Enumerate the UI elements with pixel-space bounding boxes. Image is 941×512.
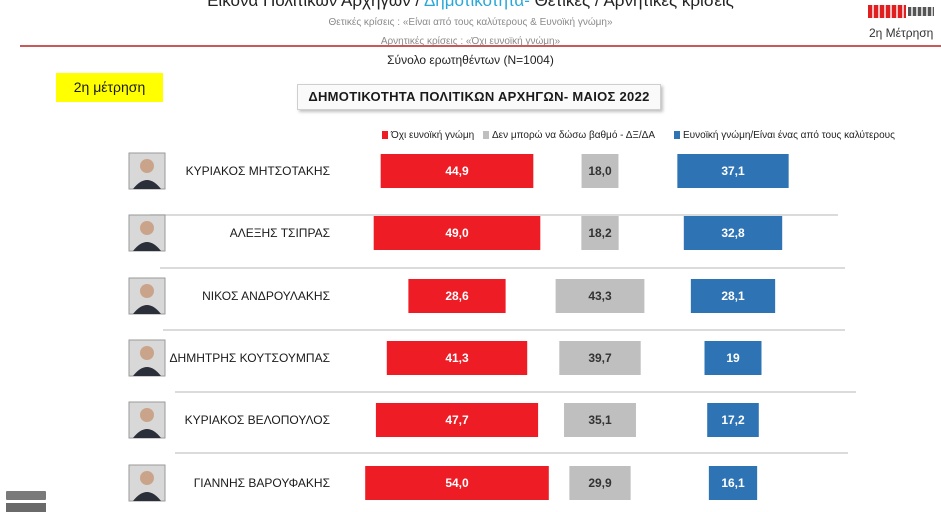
legend-label-unfavorable: Όχι ευνοϊκή γνώμη bbox=[391, 130, 475, 141]
broadcaster-logo-icon bbox=[868, 5, 934, 18]
bar-value-label: 28,6 bbox=[445, 289, 469, 303]
bar-no-answer bbox=[581, 154, 619, 188]
bar-unfavorable bbox=[408, 279, 506, 313]
bar-value-label: 41,3 bbox=[445, 351, 469, 365]
legend-swatch-unfavorable bbox=[382, 131, 388, 139]
politician-name: ΚΥΡΙΑΚΟΣ ΜΗΤΣΟΤΑΚΗΣ bbox=[186, 164, 330, 178]
bar-value-label: 44,9 bbox=[445, 164, 469, 178]
bar-value-label: 19 bbox=[726, 351, 740, 365]
chart-title: ΔΗΜΟΤΙΚΟΤΗΤΑ ΠΟΛΙΤΙΚΩΝ ΑΡΧΗΓΩΝ- ΜΑΙΟΣ 20… bbox=[297, 84, 661, 110]
politician-name: ΓΙΑΝΝΗΣ ΒΑΡΟΥΦΑΚΗΣ bbox=[194, 476, 330, 490]
legend-label-no-answer: Δεν μπορώ να δώσω βαθμό - ΔΞ/ΔΑ bbox=[492, 130, 656, 141]
header-divider bbox=[20, 45, 941, 47]
bar-value-label: 32,8 bbox=[721, 226, 745, 240]
legend-swatch-favorable bbox=[674, 131, 680, 139]
bar-value-label: 35,1 bbox=[588, 413, 612, 427]
bar-unfavorable bbox=[373, 216, 541, 250]
bar-favorable bbox=[708, 466, 758, 500]
legend-item-no-answer: Δεν μπορώ να δώσω βαθμό - ΔΞ/ΔΑ bbox=[483, 130, 655, 141]
bar-unfavorable bbox=[375, 403, 539, 437]
politician-name: ΝΙΚΟΣ ΑΝΔΡΟΥΛΑΚΗΣ bbox=[202, 289, 330, 303]
bar-favorable bbox=[704, 341, 762, 375]
measurement-badge: 2η μέτρηση bbox=[56, 73, 163, 102]
main-title-part2: Δημοτικότητα- bbox=[423, 0, 530, 10]
bar-value-label: 54,0 bbox=[445, 476, 469, 490]
bar-no-answer bbox=[555, 279, 645, 313]
bar-no-answer bbox=[564, 403, 636, 437]
bar-value-label: 47,7 bbox=[445, 413, 469, 427]
bar-favorable bbox=[677, 154, 789, 188]
bar-value-label: 28,1 bbox=[721, 289, 745, 303]
bar-unfavorable bbox=[365, 466, 549, 500]
bar-value-label: 49,0 bbox=[445, 226, 469, 240]
bar-value-label: 43,3 bbox=[588, 289, 612, 303]
main-title-part3: Θετικές / Αρνητικές κρίσεις bbox=[534, 0, 734, 10]
politician-photo-icon bbox=[128, 277, 166, 315]
politician-photo-icon bbox=[128, 464, 166, 502]
politician-name: ΚΥΡΙΑΚΟΣ ΒΕΛΟΠΟΥΛΟΣ bbox=[185, 413, 330, 427]
positive-judgements-note: Θετικές κρίσεις : «Είναι από τους καλύτε… bbox=[328, 17, 613, 28]
legend-label-favorable: Ευνοϊκή γνώμη/Είναι ένας από τους καλύτε… bbox=[683, 130, 895, 141]
bar-value-label: 16,1 bbox=[721, 476, 745, 490]
bar-value-label: 18,0 bbox=[588, 164, 612, 178]
bar-favorable bbox=[707, 403, 759, 437]
bar-value-label: 17,2 bbox=[721, 413, 745, 427]
bar-value-label: 18,2 bbox=[588, 226, 612, 240]
total-respondents: Σύνολο ερωτηθέντων (N=1004) bbox=[387, 53, 554, 67]
bar-value-label: 39,7 bbox=[588, 351, 612, 365]
player-control-secondary-icon[interactable] bbox=[6, 503, 46, 512]
politician-name: ΔΗΜΗΤΡΗΣ ΚΟΥΤΣΟΥΜΠΑΣ bbox=[170, 351, 330, 365]
politician-photo-icon bbox=[128, 152, 166, 190]
bar-unfavorable bbox=[386, 341, 528, 375]
bar-no-answer bbox=[581, 216, 619, 250]
bar-favorable bbox=[690, 279, 776, 313]
legend-item-favorable: Ευνοϊκή γνώμη/Είναι ένας από τους καλύτε… bbox=[674, 130, 895, 141]
bar-value-label: 29,9 bbox=[588, 476, 612, 490]
legend-item-unfavorable: Όχι ευνοϊκή γνώμη bbox=[382, 130, 474, 141]
politician-photo-icon bbox=[128, 339, 166, 377]
politician-name: ΑΛΕΞΗΣ ΤΣΙΠΡΑΣ bbox=[230, 226, 330, 240]
bar-favorable bbox=[683, 216, 783, 250]
politician-photo-icon bbox=[128, 401, 166, 439]
politician-photo-icon bbox=[128, 214, 166, 252]
negative-judgements-note: Αρνητικές κρίσεις : «Όχι ευνοϊκή γνώμη» bbox=[380, 36, 561, 47]
bar-value-label: 37,1 bbox=[721, 164, 745, 178]
bar-unfavorable bbox=[380, 154, 534, 188]
player-control-icon[interactable] bbox=[6, 491, 46, 500]
main-title-part1: Εικόνα Πολιτικών Αρχηγών / bbox=[207, 0, 421, 10]
main-title: Εικόνα Πολιτικών Αρχηγών / Δημοτικότητα-… bbox=[0, 0, 941, 11]
corner-measurement-label: 2η Μέτρηση bbox=[869, 26, 934, 40]
legend-swatch-no-answer bbox=[483, 131, 489, 139]
bar-no-answer bbox=[559, 341, 641, 375]
bar-no-answer bbox=[569, 466, 631, 500]
